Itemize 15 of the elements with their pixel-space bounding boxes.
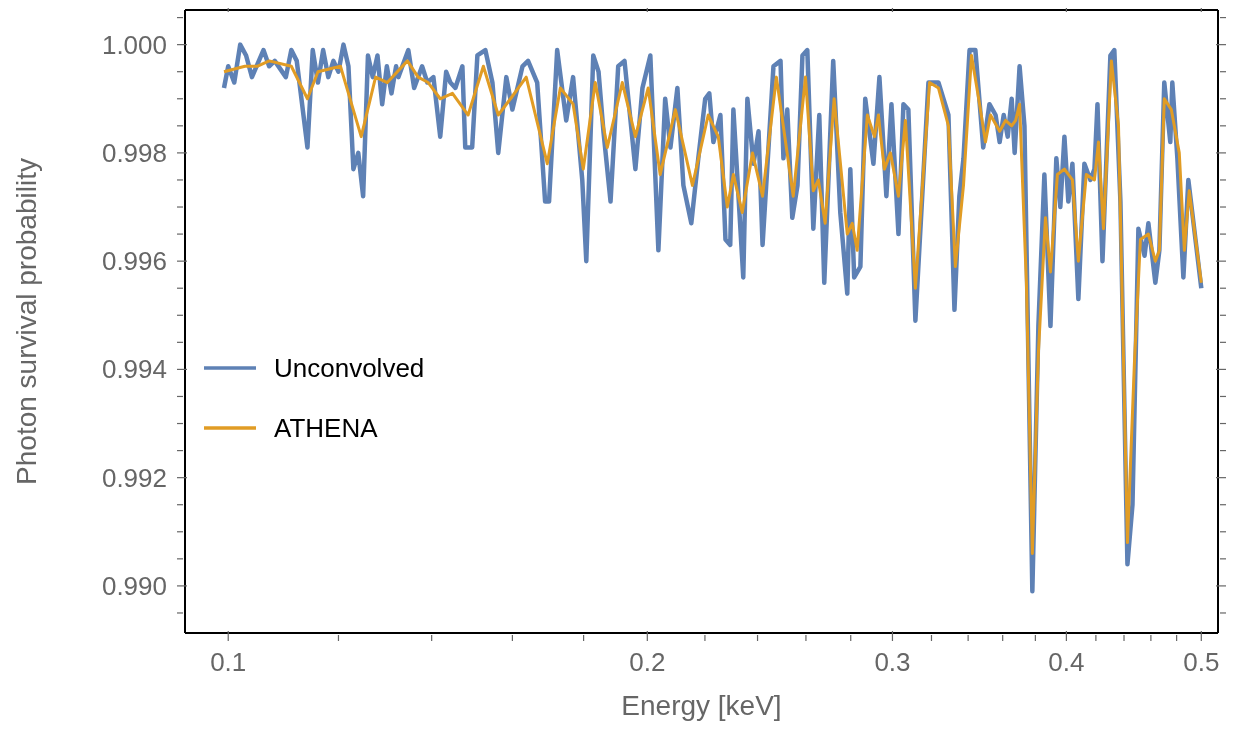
y-tick-label: 0.994 bbox=[101, 354, 167, 385]
legend-label: Unconvolved bbox=[274, 352, 425, 384]
y-tick-label: 0.990 bbox=[101, 570, 167, 601]
x-axis-title: Energy [keV] bbox=[621, 690, 782, 721]
x-tick-label: 0.4 bbox=[1048, 647, 1085, 677]
x-tick-label: 0.3 bbox=[874, 647, 911, 677]
y-tick-label: 0.998 bbox=[101, 137, 167, 168]
y-tick-label: 0.996 bbox=[101, 246, 167, 277]
y-axis-title: Photon survival probability bbox=[10, 158, 42, 485]
x-tick-label: 0.5 bbox=[1183, 647, 1220, 677]
x-tick-label: 0.2 bbox=[629, 647, 666, 677]
y-tick-label: 0.992 bbox=[101, 462, 167, 493]
legend-label: ATHENA bbox=[274, 412, 378, 444]
y-tick-label: 1.000 bbox=[101, 29, 167, 60]
x-tick-label: 0.1 bbox=[210, 647, 247, 677]
